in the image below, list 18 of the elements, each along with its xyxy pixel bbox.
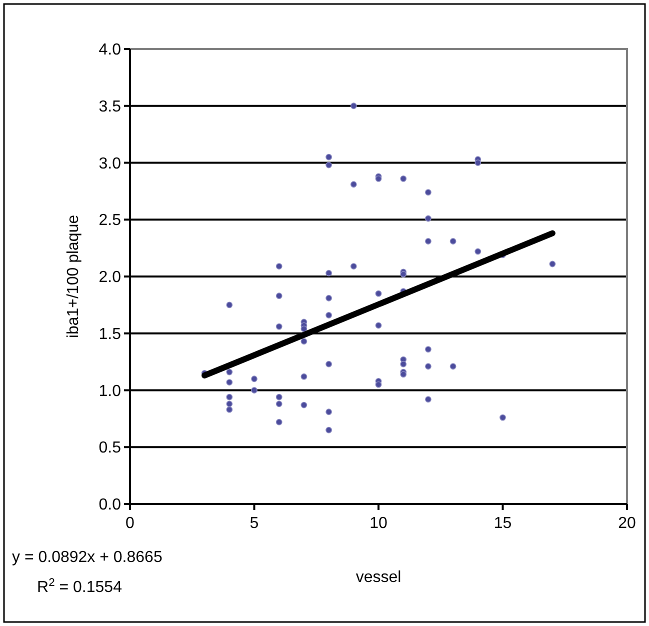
x-axis-title: vessel	[356, 569, 402, 586]
y-tick-label: 1.5	[98, 326, 122, 343]
text: y = 0.0892x + 0.8665	[12, 549, 162, 566]
y-tick-label: 3.0	[98, 155, 122, 172]
x-tick-label: 5	[250, 515, 259, 532]
y-axis-title: iba1+/100 plaque	[65, 214, 82, 338]
x-tick-label: 10	[370, 515, 388, 532]
y-tick-label: 0.5	[98, 440, 122, 457]
x-tick-label: 20	[618, 515, 636, 532]
y-tick-label: 2.5	[98, 212, 122, 230]
y-tick-label: 0.0	[98, 496, 122, 514]
y-tick-label: 1.0	[98, 382, 122, 400]
text: R$^{2}$ = 0.1554	[37, 577, 122, 596]
y-tick-label: 4.0	[98, 42, 122, 59]
y-tick-label: 3.5	[98, 98, 122, 116]
x-tick-label: 0	[126, 515, 135, 532]
x-tick-label: 15	[494, 515, 512, 532]
y-tick-label: 2.0	[98, 269, 122, 286]
